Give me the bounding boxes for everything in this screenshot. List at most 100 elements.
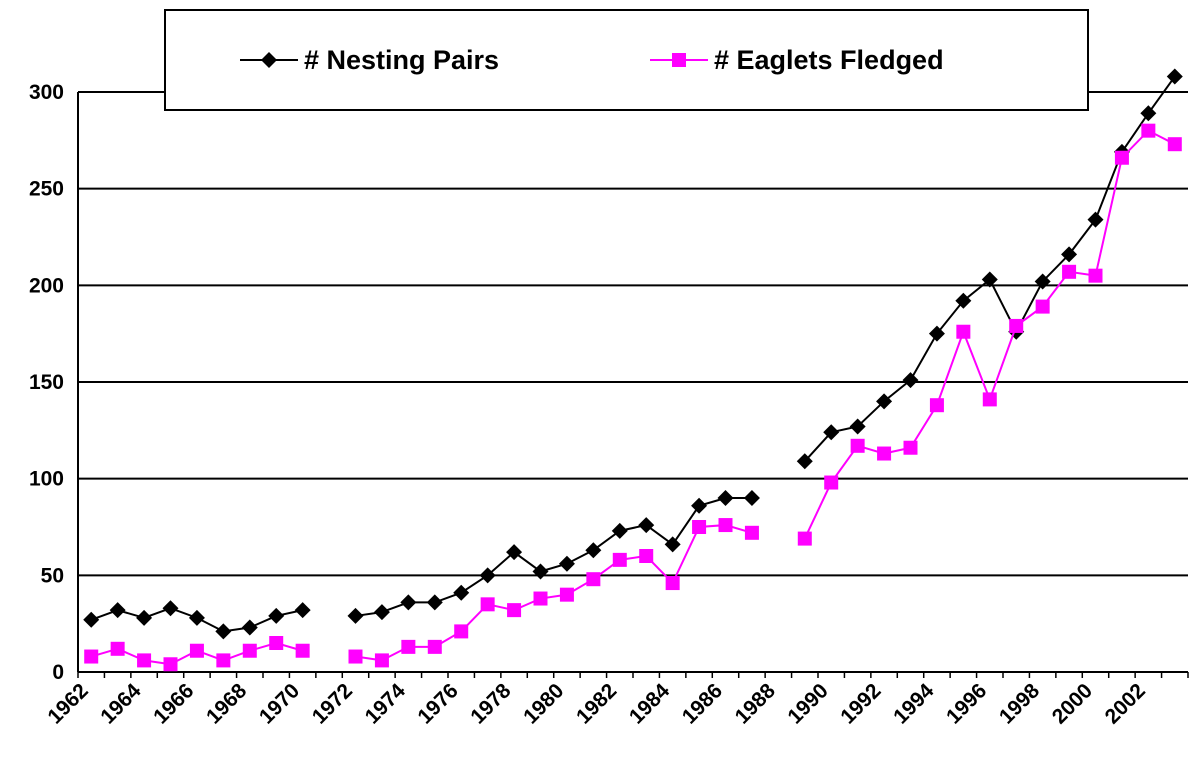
legend-label: # Eaglets Fledged xyxy=(714,45,944,75)
legend-label: # Nesting Pairs xyxy=(304,45,499,75)
marker xyxy=(850,438,865,453)
x-tick-label: 1990 xyxy=(783,679,832,728)
marker xyxy=(1034,273,1051,290)
marker xyxy=(849,418,866,435)
marker xyxy=(824,475,839,490)
x-tick-label: 1996 xyxy=(942,679,991,728)
marker xyxy=(348,649,363,664)
x-tick-label: 1964 xyxy=(96,679,146,729)
plot xyxy=(83,68,1183,672)
marker xyxy=(639,549,654,563)
x-tick-label: 1986 xyxy=(678,679,727,728)
marker xyxy=(692,520,707,534)
marker xyxy=(929,398,944,413)
x-tick-label: 2002 xyxy=(1101,679,1150,728)
x-tick-label: 1998 xyxy=(995,679,1045,729)
marker xyxy=(215,623,232,640)
marker xyxy=(796,453,813,470)
marker xyxy=(136,609,153,626)
marker xyxy=(1141,123,1156,138)
x-tick-label: 1976 xyxy=(413,679,462,728)
marker xyxy=(506,544,523,561)
marker xyxy=(664,536,681,553)
marker xyxy=(903,440,918,455)
marker xyxy=(189,643,204,658)
y-tick-label: 250 xyxy=(29,178,64,201)
marker xyxy=(558,555,575,572)
marker xyxy=(743,490,760,506)
marker xyxy=(1009,318,1024,333)
marker xyxy=(110,641,125,656)
marker xyxy=(268,607,285,624)
x-tick-label: 1966 xyxy=(149,679,198,728)
marker xyxy=(823,424,840,441)
marker xyxy=(744,525,759,540)
marker xyxy=(454,624,469,639)
marker xyxy=(672,53,686,67)
marker xyxy=(479,567,496,584)
marker xyxy=(373,604,390,621)
x-tick-label: 1972 xyxy=(308,679,357,728)
marker xyxy=(1167,137,1182,152)
marker xyxy=(1087,211,1104,228)
x-tick-label: 1992 xyxy=(836,679,885,728)
marker xyxy=(426,594,443,611)
y-tick-label: 100 xyxy=(29,468,64,491)
x-tick-label: 1974 xyxy=(361,679,411,729)
marker xyxy=(137,653,152,668)
marker xyxy=(427,639,442,654)
marker xyxy=(955,292,972,309)
x-tick-label: 1980 xyxy=(519,679,568,728)
marker xyxy=(84,649,99,664)
series-line xyxy=(90,75,1176,633)
marker xyxy=(162,600,179,617)
marker xyxy=(611,522,628,539)
marker xyxy=(691,497,708,514)
marker xyxy=(665,576,680,591)
marker xyxy=(532,563,549,580)
x-tick-label: 1978 xyxy=(466,679,516,729)
x-tick-label: 1970 xyxy=(255,679,304,728)
marker xyxy=(1166,68,1183,85)
marker xyxy=(1061,246,1078,263)
marker xyxy=(877,446,892,461)
x-tick-label: 1984 xyxy=(625,679,675,729)
marker xyxy=(876,393,893,410)
marker xyxy=(269,636,284,650)
y-tick-label: 200 xyxy=(29,274,64,297)
marker xyxy=(981,271,998,288)
x-tick-label: 2000 xyxy=(1048,679,1097,728)
marker xyxy=(928,325,945,342)
marker xyxy=(717,490,734,506)
marker xyxy=(612,552,627,567)
marker xyxy=(295,643,310,658)
marker xyxy=(586,572,601,587)
marker xyxy=(400,594,417,611)
marker xyxy=(453,584,470,601)
marker xyxy=(188,609,205,626)
marker xyxy=(216,653,231,668)
marker xyxy=(401,639,416,654)
marker xyxy=(1114,150,1129,165)
marker xyxy=(638,517,655,534)
marker xyxy=(109,602,126,619)
marker xyxy=(559,587,574,602)
marker xyxy=(507,603,522,618)
marker xyxy=(242,643,257,658)
marker xyxy=(797,531,812,546)
marker xyxy=(480,597,495,612)
marker xyxy=(1035,299,1050,314)
marker xyxy=(241,619,258,636)
marker xyxy=(585,542,602,559)
x-tick-label: 1994 xyxy=(889,679,939,729)
marker xyxy=(902,372,919,389)
marker xyxy=(83,611,100,628)
y-tick-label: 50 xyxy=(41,564,64,587)
marker xyxy=(1062,264,1077,279)
marker xyxy=(1140,105,1157,122)
x-tick-label: 1968 xyxy=(202,679,252,729)
legend-box xyxy=(164,9,1089,111)
marker xyxy=(261,52,277,68)
marker xyxy=(718,518,733,533)
y-tick-label: 150 xyxy=(29,371,64,394)
